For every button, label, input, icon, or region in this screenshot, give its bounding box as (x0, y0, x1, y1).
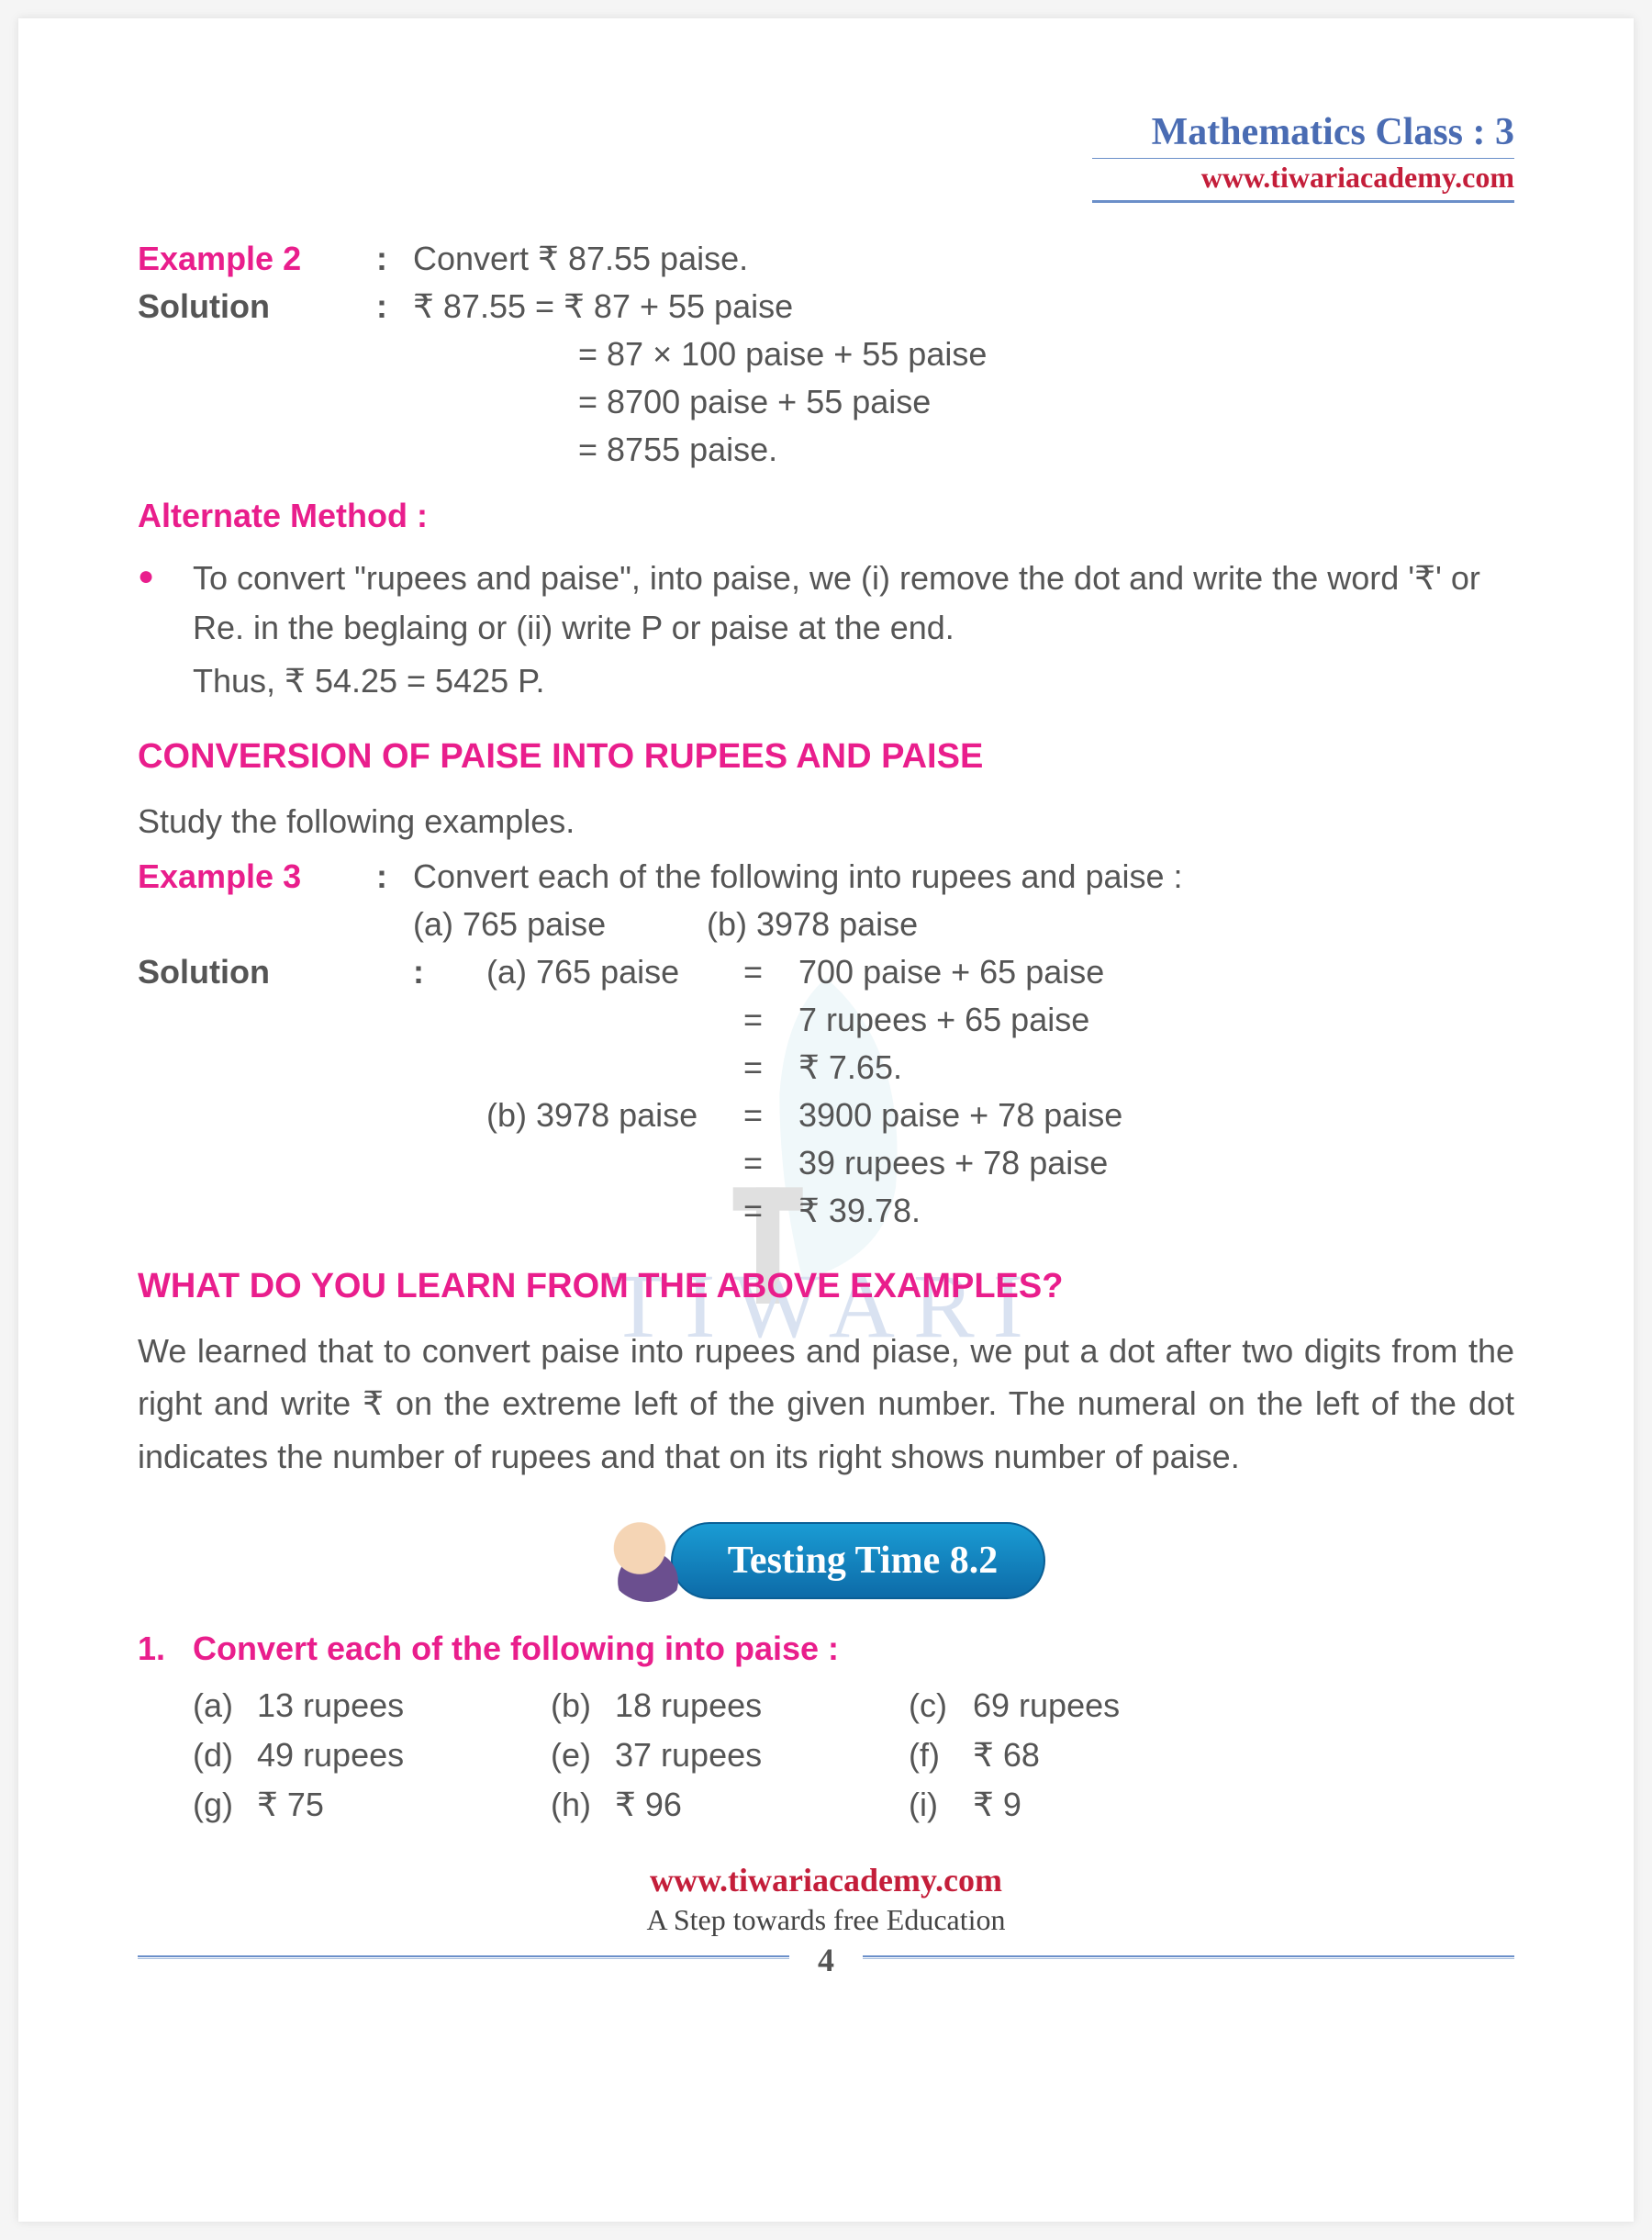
solution-label: Solution (138, 953, 270, 991)
a-line3: ₹ 7.65. (798, 1048, 1514, 1087)
colon: : (413, 953, 486, 991)
equals: = (743, 1192, 798, 1230)
example2-label: Example 2 (138, 240, 301, 277)
q1-text: Convert each of the following into paise… (193, 1630, 839, 1668)
part-a-label: (a) 765 paise (486, 953, 743, 991)
opt-c: 69 rupees (973, 1686, 1514, 1725)
example3-question: Convert each of the following into rupee… (413, 857, 1514, 896)
section2-text: We learned that to convert paise into ru… (138, 1325, 1514, 1484)
opt-i: ₹ 9 (973, 1786, 1514, 1824)
example2-line3: = 8700 paise + 55 paise (138, 383, 1514, 421)
answer-row-3: (g) ₹ 75 (h) ₹ 96 (i) ₹ 9 (138, 1786, 1514, 1824)
b-line3: ₹ 39.78. (798, 1192, 1514, 1230)
solution-row-b3: = ₹ 39.78. (138, 1192, 1514, 1230)
answer-row-2: (d) 49 rupees (e) 37 rupees (f) ₹ 68 (138, 1736, 1514, 1775)
example2-line2: = 87 × 100 paise + 55 paise (138, 335, 1514, 374)
question-1-row: 1. Convert each of the following into pa… (138, 1630, 1514, 1668)
opt-e-label: (e) (551, 1736, 615, 1775)
equals: = (743, 1096, 798, 1135)
solution-row-a3: = ₹ 7.65. (138, 1048, 1514, 1087)
page: TIWARI Mathematics Class : 3 www.tiwaria… (18, 18, 1634, 2222)
badge-text: Testing Time 8.2 (671, 1522, 1045, 1599)
example3-question-row: Example 3 : Convert each of the followin… (138, 857, 1514, 896)
opt-b: 18 rupees (615, 1686, 909, 1725)
example2-question-row: Example 2 : Convert ₹ 87.55 paise. (138, 240, 1514, 278)
a-line2: 7 rupees + 65 paise (798, 1001, 1514, 1039)
solution-row-b2: = 39 rupees + 78 paise (138, 1144, 1514, 1182)
opt-a: 13 rupees (257, 1686, 551, 1725)
opt-h-label: (h) (551, 1786, 615, 1824)
colon: : (376, 857, 413, 896)
a-line1: 700 paise + 65 paise (798, 953, 1514, 991)
opt-d-label: (d) (193, 1736, 257, 1775)
opt-h: ₹ 96 (615, 1786, 909, 1824)
example2-question: Convert ₹ 87.55 paise. (413, 240, 1514, 278)
equals: = (743, 953, 798, 991)
colon: : (376, 287, 413, 326)
example3-label: Example 3 (138, 857, 301, 895)
bullet-icon: ● (138, 554, 193, 653)
opt-g-label: (g) (193, 1786, 257, 1824)
part-b-label: (b) 3978 paise (486, 1096, 743, 1135)
example3-options: (a) 765 paise (b) 3978 paise (138, 905, 1514, 944)
alternate-heading: Alternate Method : (138, 497, 1514, 535)
opt-a-label: (a) (193, 1686, 257, 1725)
opt-i-label: (i) (909, 1786, 973, 1824)
header-title: Mathematics Class : 3 (138, 110, 1514, 154)
section1-heading: CONVERSION OF PAISE INTO RUPEES AND PAIS… (138, 737, 1514, 777)
content: Mathematics Class : 3 www.tiwariacademy.… (138, 110, 1514, 1979)
opt-f: ₹ 68 (973, 1736, 1514, 1775)
footer-url: www.tiwariacademy.com (138, 1861, 1514, 1899)
testing-badge: Testing Time 8.2 (138, 1519, 1514, 1602)
example3-opt-b: (b) 3978 paise (707, 905, 918, 944)
opt-e: 37 rupees (615, 1736, 909, 1775)
mascot-icon (607, 1519, 689, 1602)
example3-opt-a: (a) 765 paise (413, 905, 707, 944)
footer-tagline: A Step towards free Education (138, 1903, 1514, 1937)
colon: : (376, 240, 413, 278)
header-url: www.tiwariacademy.com (1092, 158, 1514, 203)
alternate-text: To convert "rupees and paise", into pais… (193, 554, 1514, 653)
opt-c-label: (c) (909, 1686, 973, 1725)
example2-line1: ₹ 87.55 = ₹ 87 + 55 paise (413, 287, 1514, 326)
solution-row-b1: (b) 3978 paise = 3900 paise + 78 paise (138, 1096, 1514, 1135)
b-line2: 39 rupees + 78 paise (798, 1144, 1514, 1182)
section2-heading: WHAT DO YOU LEARN FROM THE ABOVE EXAMPLE… (138, 1267, 1514, 1306)
opt-d: 49 rupees (257, 1736, 551, 1775)
page-header: Mathematics Class : 3 www.tiwariacademy.… (138, 110, 1514, 203)
solution-row-a2: = 7 rupees + 65 paise (138, 1001, 1514, 1039)
section1-intro: Study the following examples. (138, 795, 1514, 848)
page-footer: www.tiwariacademy.com A Step towards fre… (138, 1861, 1514, 1979)
opt-b-label: (b) (551, 1686, 615, 1725)
opt-g: ₹ 75 (257, 1786, 551, 1824)
equals: = (743, 1144, 798, 1182)
opt-f-label: (f) (909, 1736, 973, 1775)
example2-solution-row: Solution : ₹ 87.55 = ₹ 87 + 55 paise (138, 287, 1514, 326)
equals: = (743, 1048, 798, 1087)
answer-row-1: (a) 13 rupees (b) 18 rupees (c) 69 rupee… (138, 1686, 1514, 1725)
bullet-row: ● To convert "rupees and paise", into pa… (138, 554, 1514, 653)
alternate-thus: Thus, ₹ 54.25 = 5425 P. (138, 662, 1514, 700)
q1-number: 1. (138, 1630, 193, 1668)
page-number: 4 (789, 1941, 863, 1979)
solution-label: Solution (138, 287, 270, 325)
solution-row-a1: Solution : (a) 765 paise = 700 paise + 6… (138, 953, 1514, 991)
equals: = (743, 1001, 798, 1039)
example2-line4: = 8755 paise. (138, 431, 1514, 469)
b-line1: 3900 paise + 78 paise (798, 1096, 1514, 1135)
